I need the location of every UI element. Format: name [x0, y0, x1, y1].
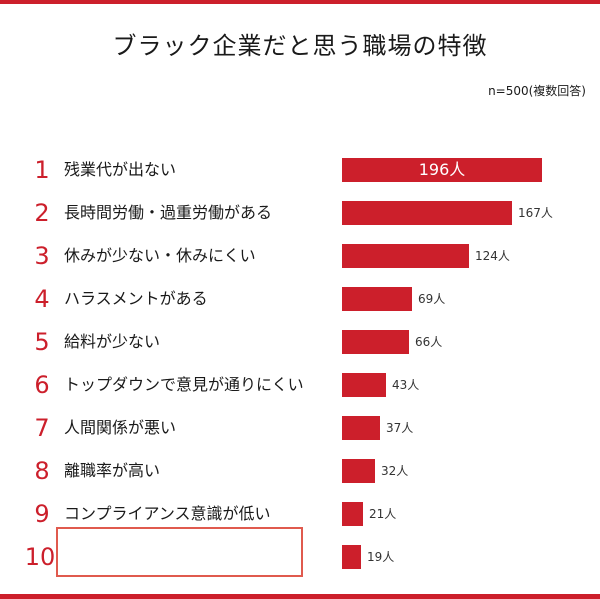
rank-number: 2	[34, 199, 50, 227]
value-label: 21人	[369, 507, 397, 521]
category-label: 離職率が高い	[64, 461, 161, 480]
rank-number: 6	[34, 371, 50, 399]
chart-row: 9 コンプライアンス意識が低い 21人	[0, 499, 600, 529]
rank-number: 10	[24, 543, 56, 571]
rank-number: 9	[34, 500, 50, 528]
masked-label-box	[56, 527, 303, 577]
chart-row: 7 人間関係が悪い 37人	[0, 413, 600, 443]
bar-mark	[342, 244, 469, 268]
chart-row: 5 給料が少ない 66人	[0, 327, 600, 357]
category-label: 人間関係が悪い	[64, 418, 177, 437]
category-label: コンプライアンス意識が低い	[64, 504, 271, 523]
rank-number: 5	[34, 328, 50, 356]
chart-row: 1 残業代が出ない 196人	[0, 155, 600, 185]
chart-row: 10 19人	[0, 542, 600, 572]
category-label: 給料が少ない	[64, 332, 161, 351]
chart-title: ブラック企業だと思う職場の特徴	[112, 32, 488, 60]
top-accent-border	[0, 0, 600, 4]
value-label: 69人	[418, 292, 446, 306]
value-label: 37人	[386, 421, 414, 435]
rank-number: 7	[34, 414, 50, 442]
chart-row: 3 休みが少ない・休みにくい 124人	[0, 241, 600, 271]
bar-mark	[342, 158, 542, 182]
rank-number: 4	[34, 285, 50, 313]
rank-number: 1	[34, 156, 50, 184]
bar-mark	[342, 416, 380, 440]
value-label: 167人	[518, 206, 553, 220]
chart-row: 2 長時間労働・過重労働がある 167人	[0, 198, 600, 228]
bottom-accent-border	[0, 594, 600, 599]
value-label: 43人	[392, 378, 420, 392]
value-label: 196人	[418, 160, 466, 179]
bar-mark	[342, 287, 412, 311]
bar-mark	[342, 545, 361, 569]
category-label: 長時間労働・過重労働がある	[64, 203, 273, 222]
value-label: 124人	[475, 249, 510, 263]
category-label: 休みが少ない・休みにくい	[64, 246, 256, 265]
rank-number: 8	[34, 457, 50, 485]
category-label: 残業代が出ない	[64, 160, 177, 179]
value-label: 19人	[367, 550, 395, 564]
category-label: トップダウンで意見が通りにくい	[64, 375, 304, 394]
bar-mark	[342, 330, 409, 354]
bar-mark	[342, 201, 512, 225]
chart-row: 6 トップダウンで意見が通りにくい 43人	[0, 370, 600, 400]
rank-number: 3	[34, 242, 50, 270]
bar-mark	[342, 459, 375, 483]
chart-row: 4 ハラスメントがある 69人	[0, 284, 600, 314]
sample-size-note: n=500(複数回答)	[488, 84, 586, 98]
bar-mark	[342, 373, 386, 397]
value-label: 32人	[381, 464, 409, 478]
bar-mark	[342, 502, 363, 526]
category-label: ハラスメントがある	[64, 289, 208, 308]
value-label: 66人	[415, 335, 443, 349]
chart-row: 8 離職率が高い 32人	[0, 456, 600, 486]
